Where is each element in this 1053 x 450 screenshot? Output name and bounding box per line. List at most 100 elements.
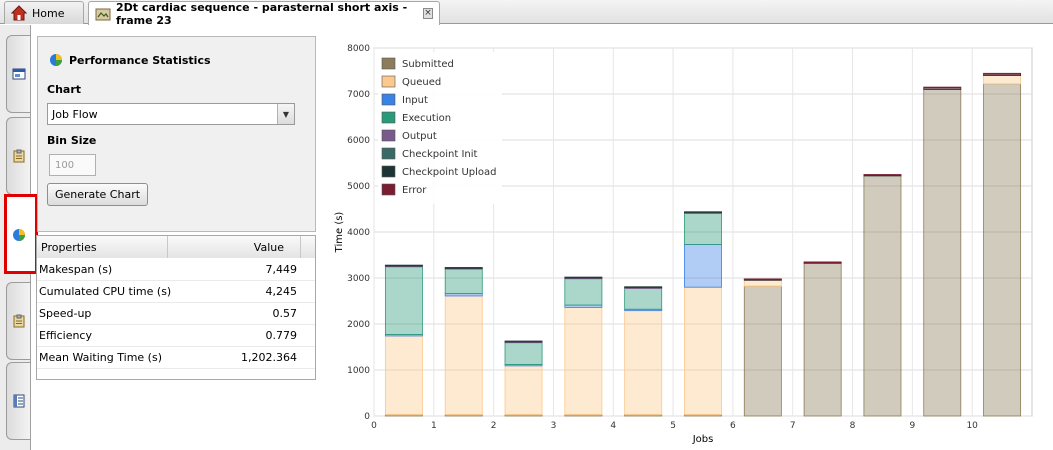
bin-size-label: Bin Size [47, 134, 97, 147]
generate-chart-button[interactable]: Generate Chart [47, 183, 148, 206]
table-row[interactable]: Efficiency 0.779 [37, 325, 315, 347]
bar-segment[interactable] [564, 307, 603, 416]
bar-segment[interactable] [624, 310, 663, 416]
y-tick-label: 2000 [347, 320, 370, 330]
bar-segment[interactable] [684, 212, 722, 245]
bar-segment[interactable] [923, 89, 962, 417]
table-row[interactable]: Cumulated CPU time (s) 4,245 [37, 281, 315, 303]
bar-segment[interactable] [504, 340, 543, 343]
legend-label: Checkpoint Init [402, 149, 478, 160]
panel-title-text: Performance Statistics [69, 53, 211, 67]
legend-swatch [381, 129, 396, 142]
performance-panel: Performance Statistics Chart Job Flow ▼ … [37, 36, 316, 232]
bar-segment[interactable] [444, 268, 483, 295]
clipboard-icon [13, 149, 24, 163]
tab-home[interactable]: Home [4, 1, 84, 24]
y-tick-label: 1000 [347, 366, 370, 376]
bar-segment[interactable] [863, 174, 902, 176]
bar-segment[interactable] [923, 86, 962, 89]
bar-segment[interactable] [384, 266, 423, 335]
side-tab-window[interactable] [6, 35, 30, 113]
table-row[interactable]: Mean Waiting Time (s) 1,202.364 [37, 347, 315, 369]
table-row[interactable]: Makespan (s) 7,449 [37, 259, 315, 281]
y-tick-label: 0 [364, 412, 370, 422]
window-icon [12, 68, 25, 80]
side-tab-clipboard-2[interactable] [6, 282, 30, 360]
bar-segment[interactable] [504, 365, 543, 416]
property-value: 1,202.364 [241, 351, 297, 364]
properties-table: Properties Value Makespan (s) 7,449 Cumu… [36, 235, 316, 380]
chevron-down-icon[interactable]: ▼ [277, 104, 294, 124]
y-tick-label: 7000 [347, 90, 370, 100]
x-tick-label: 1 [431, 421, 437, 431]
legend-swatch [381, 75, 396, 88]
pie-chart-icon [13, 229, 25, 241]
bar-segment[interactable] [803, 261, 842, 264]
bar-segment[interactable] [684, 211, 722, 214]
side-tab-performance[interactable] [4, 194, 38, 274]
property-name: Speed-up [39, 307, 92, 320]
bar-segment[interactable] [803, 262, 842, 417]
table-row[interactable]: Speed-up 0.57 [37, 303, 315, 325]
x-tick-label: 7 [790, 421, 796, 431]
property-name: Cumulated CPU time (s) [39, 285, 172, 298]
bar-segment[interactable] [444, 295, 483, 416]
bar-segment[interactable] [384, 335, 423, 416]
legend-label: Error [402, 185, 427, 196]
side-tab-document[interactable] [6, 362, 30, 440]
legend-swatch [381, 183, 396, 196]
bar-segment[interactable] [564, 276, 603, 279]
panel-title: Performance Statistics [49, 53, 211, 67]
legend-label: Input [402, 95, 428, 106]
bar-segment[interactable] [983, 75, 1022, 85]
y-tick-label: 5000 [347, 182, 370, 192]
x-tick-label: 5 [670, 421, 676, 431]
bar-segment[interactable] [384, 264, 423, 267]
bar-segment[interactable] [983, 83, 1022, 417]
tab-simulation[interactable]: 2Dt cardiac sequence - parasternal short… [88, 1, 440, 27]
bar-segment[interactable] [983, 72, 1022, 75]
header-value[interactable]: Value [168, 236, 301, 258]
property-name: Makespan (s) [39, 263, 113, 276]
bar-segment[interactable] [624, 286, 663, 289]
bin-size-input[interactable]: 100 [49, 154, 96, 176]
y-tick-label: 6000 [347, 136, 370, 146]
legend-label: Queued [402, 77, 441, 88]
property-name: Efficiency [39, 329, 92, 342]
bar-segment[interactable] [504, 341, 543, 365]
bar-segment[interactable] [624, 287, 663, 310]
legend-swatch [381, 111, 396, 124]
document-icon [13, 394, 24, 408]
header-properties[interactable]: Properties [37, 236, 168, 258]
bar-segment[interactable] [444, 267, 483, 269]
legend-swatch [381, 57, 396, 70]
bar-segment[interactable] [684, 244, 722, 288]
job-flow-chart: 0 1000 2000 3000 4000 5000 6000 7000 8000 0 1 2 3 4 5 6… [334, 44, 1033, 445]
property-value: 0.779 [265, 329, 298, 342]
bar-segment[interactable] [743, 278, 782, 281]
bar-segment[interactable] [684, 286, 722, 416]
pie-chart-icon [50, 54, 62, 66]
bar-segment[interactable] [564, 278, 603, 306]
x-tick-label: 6 [730, 421, 736, 431]
x-tick-label: 10 [966, 421, 978, 431]
x-tick-label: 8 [850, 421, 856, 431]
x-tick-label: 2 [491, 421, 497, 431]
header-filler [301, 236, 315, 258]
tab-bar: Home 2Dt cardiac sequence - parasternal … [0, 0, 1053, 27]
x-axis-title: Jobs [692, 434, 714, 445]
bar-segment[interactable] [743, 279, 782, 287]
chart-type-select[interactable]: Job Flow ▼ [47, 103, 295, 125]
x-tick-label: 0 [371, 421, 377, 431]
x-tick-label: 3 [551, 421, 557, 431]
side-tab-clipboard[interactable] [6, 117, 30, 195]
bar-segment[interactable] [743, 285, 782, 417]
y-axis-title: Time (s) [334, 212, 345, 254]
bar-segment[interactable] [863, 175, 902, 417]
x-tick-label: 4 [610, 421, 616, 431]
chart-type-value: Job Flow [52, 107, 98, 121]
tab-home-label: Home [32, 6, 65, 20]
chart-label: Chart [47, 83, 82, 96]
property-value: 4,245 [265, 285, 298, 298]
close-tab-button[interactable]: × [423, 8, 433, 19]
